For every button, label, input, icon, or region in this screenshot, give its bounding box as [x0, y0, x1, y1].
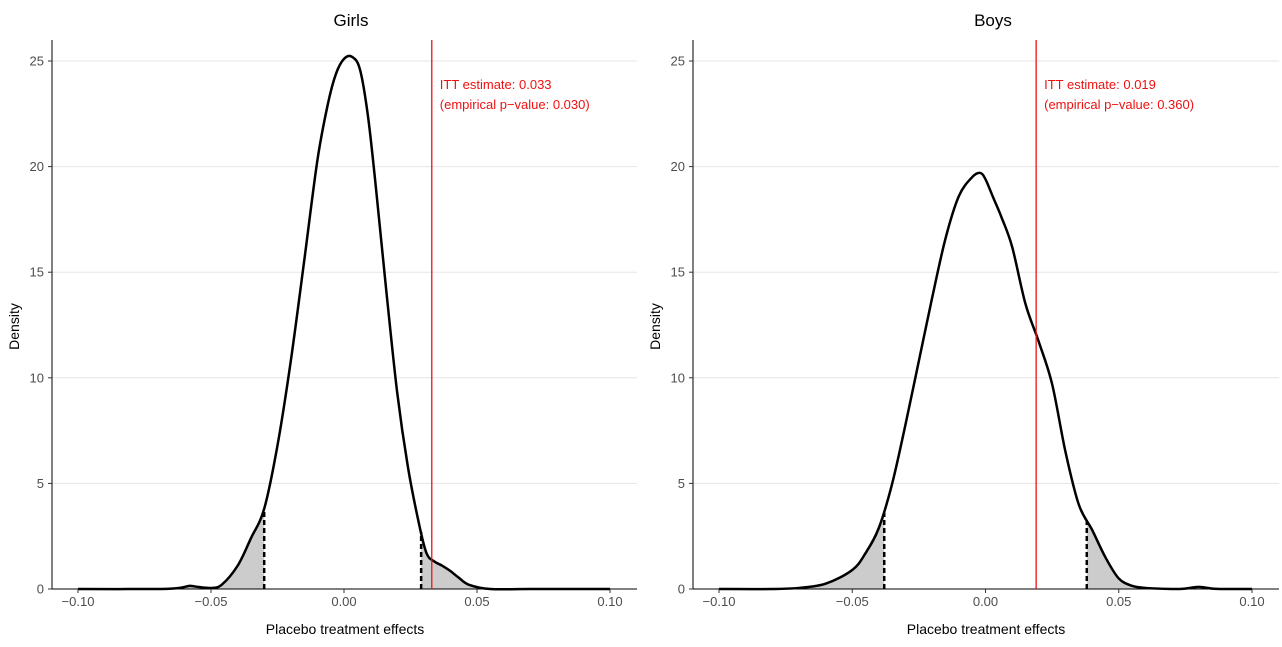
- y-tick-label: 10: [30, 370, 44, 385]
- y-tick-label: 5: [678, 476, 685, 491]
- x-tick-label: 0.05: [1106, 594, 1131, 609]
- x-tick-label: −0.10: [62, 594, 95, 609]
- y-tick-label: 15: [671, 265, 685, 280]
- x-tick-label: 0.05: [464, 594, 489, 609]
- density-curve: [718, 171, 1253, 591]
- y-tick-label: 20: [30, 159, 44, 174]
- x-tick-label: −0.05: [195, 594, 228, 609]
- x-axis-label: Placebo treatment effects: [266, 621, 425, 637]
- lower-tail-shade: [78, 508, 265, 589]
- y-tick-label: 20: [671, 159, 685, 174]
- y-axis-label: Density: [6, 303, 22, 350]
- y-tick-label: 25: [671, 54, 685, 69]
- lower-tail-shade: [719, 510, 885, 589]
- density-curve: [77, 54, 610, 591]
- itt-annotation-line: ITT estimate: 0.033: [440, 77, 552, 92]
- upper-tail-shade: [421, 531, 610, 589]
- y-tick-label: 0: [678, 582, 685, 597]
- x-tick-label: −0.05: [836, 594, 869, 609]
- x-tick-label: 0.10: [597, 594, 622, 609]
- y-tick-label: 15: [30, 265, 44, 280]
- y-tick-label: 10: [671, 370, 685, 385]
- x-tick-label: −0.10: [703, 594, 736, 609]
- y-tick-label: 0: [37, 582, 44, 597]
- x-tick-label: 0.10: [1239, 594, 1264, 609]
- upper-tail-shade: [1086, 519, 1252, 589]
- y-axis-label: Density: [647, 303, 663, 350]
- panel-girls: ITT estimate: 0.033 (empirical p−value: 0…: [6, 11, 637, 637]
- y-tick-label: 5: [37, 476, 44, 491]
- chart-title: Boys: [974, 11, 1012, 30]
- y-tick-label: 25: [30, 54, 44, 69]
- chart-title: Girls: [334, 11, 369, 30]
- itt-annotation-line: (empirical p−value: 0.030): [440, 97, 590, 112]
- itt-annotation-line: ITT estimate: 0.019: [1044, 77, 1156, 92]
- x-axis-label: Placebo treatment effects: [907, 621, 1066, 637]
- itt-annotation-line: (empirical p−value: 0.360): [1044, 97, 1194, 112]
- x-tick-label: 0.00: [331, 594, 356, 609]
- panel-boys: ITT estimate: 0.019 (empirical p−value: 0…: [647, 11, 1279, 637]
- x-tick-label: 0.00: [973, 594, 998, 609]
